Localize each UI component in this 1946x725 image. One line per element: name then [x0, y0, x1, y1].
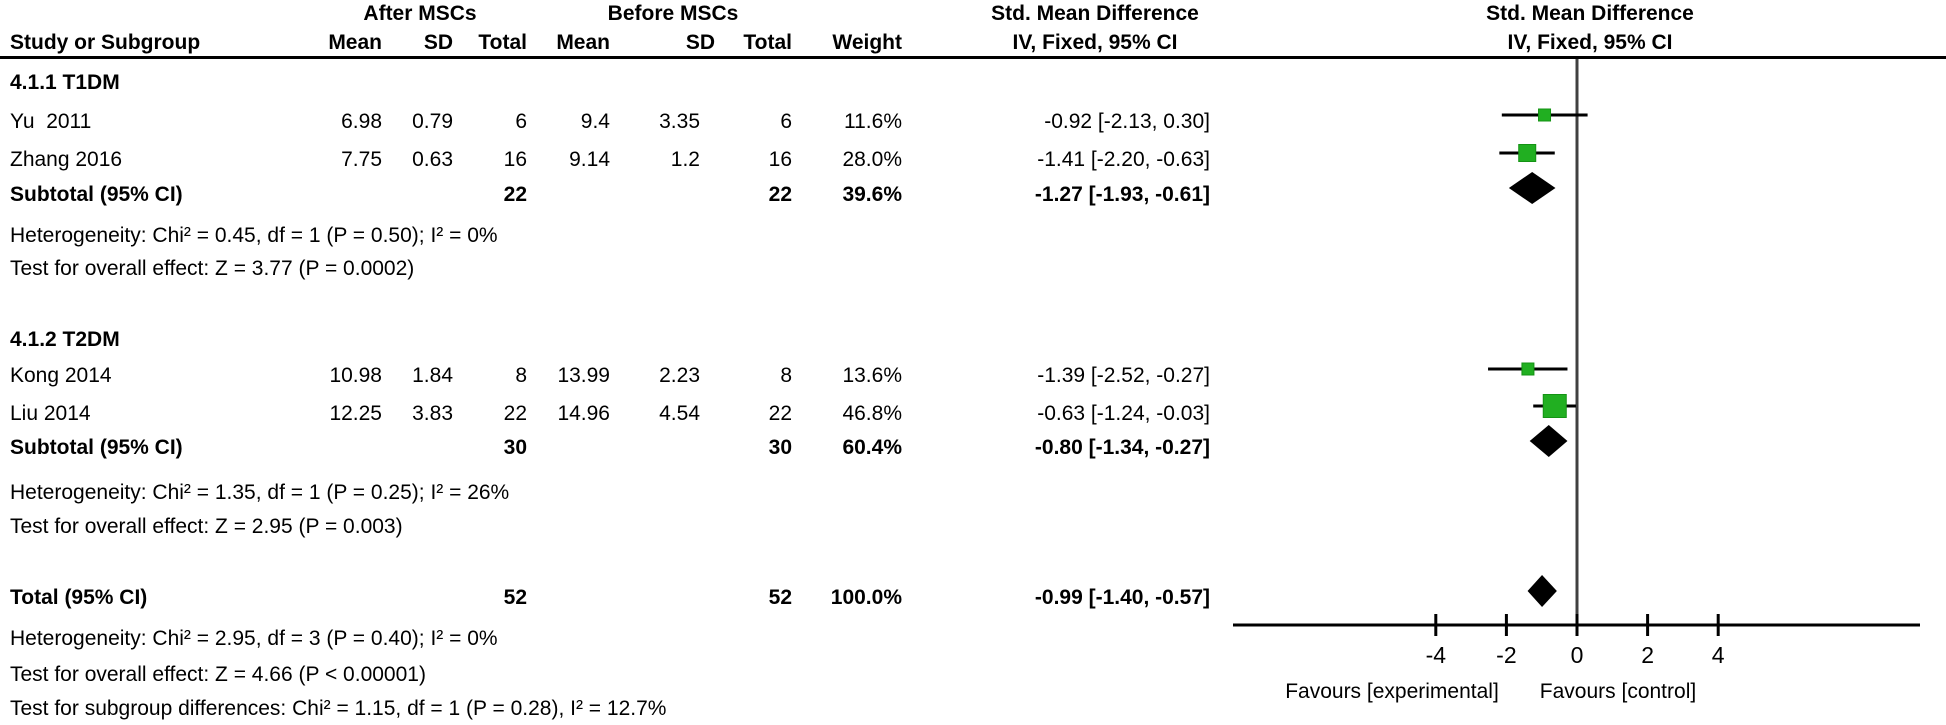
total-after: 22 [503, 183, 527, 206]
col-header-sd1: SD [423, 31, 453, 54]
total-before: 6 [780, 110, 792, 133]
mean-before: 14.96 [557, 402, 610, 425]
total-before: 30 [768, 436, 792, 459]
weight-value: 60.4% [842, 436, 902, 459]
mean-before: 9.14 [569, 148, 610, 171]
subtotal-label: Subtotal (95% CI) [10, 436, 183, 459]
axis-tick-label: 4 [1712, 642, 1725, 668]
overall-effect-note: Test for overall effect: Z = 4.66 (P < 0… [10, 663, 426, 686]
col-header-total1: Total [478, 31, 527, 54]
col-header-ci-text: IV, Fixed, 95% CI [1012, 31, 1178, 54]
ci-value: -0.63 [-1.24, -0.03] [1037, 402, 1210, 425]
mean-after: 12.25 [329, 402, 382, 425]
total-after: 8 [515, 364, 527, 387]
total-after: 22 [503, 402, 527, 425]
total-before: 8 [780, 364, 792, 387]
sd-after: 1.84 [412, 364, 453, 387]
sd-before: 4.54 [659, 402, 700, 425]
ci-value: -0.80 [-1.34, -0.27] [1034, 436, 1210, 459]
pooled-diamond [1508, 172, 1556, 204]
header-divider-line [0, 56, 1946, 59]
col-header-weight: Weight [832, 31, 902, 54]
study-label: Yu 2011 [10, 110, 92, 133]
total-label: Total (95% CI) [10, 586, 148, 609]
ci-value: -0.92 [-2.13, 0.30] [1044, 110, 1210, 133]
mean-after: 6.98 [341, 110, 382, 133]
total-before: 16 [768, 148, 792, 171]
overall-effect-note: Test for overall effect: Z = 3.77 (P = 0… [10, 257, 415, 280]
study-marker-square [1521, 362, 1535, 376]
axis-tick-label: -2 [1496, 642, 1516, 668]
col-header-mean1: Mean [328, 31, 382, 54]
total-before: 22 [768, 183, 792, 206]
pooled-diamond [1529, 425, 1568, 457]
col-header-study: Study or Subgroup [10, 31, 201, 54]
heterogeneity-note: Heterogeneity: Chi² = 2.95, df = 3 (P = … [10, 627, 498, 650]
heterogeneity-note: Heterogeneity: Chi² = 1.35, df = 1 (P = … [10, 481, 510, 504]
ci-value: -0.99 [-1.40, -0.57] [1034, 586, 1210, 609]
mean-before: 9.4 [580, 110, 610, 133]
sd-before: 2.23 [659, 364, 700, 387]
axis-tick-label: -4 [1426, 642, 1447, 668]
total-before: 52 [768, 586, 792, 609]
favours-left-label: Favours [experimental] [1285, 680, 1499, 703]
study-label: Liu 2014 [10, 402, 91, 425]
study-marker-square [1518, 144, 1537, 162]
weight-value: 13.6% [842, 364, 902, 387]
study-marker-square [1542, 394, 1567, 418]
subgroup-label-t1dm: 4.1.1 T1DM [10, 71, 120, 94]
mean-after: 10.98 [329, 364, 382, 387]
sd-after: 0.79 [412, 110, 453, 133]
overall-effect-note: Test for overall effect: Z = 2.95 (P = 0… [10, 515, 403, 538]
weight-value: 11.6% [844, 110, 902, 133]
total-after: 52 [503, 586, 527, 609]
sd-after: 3.83 [412, 402, 453, 425]
favours-right-label: Favours [control] [1540, 680, 1696, 703]
mean-after: 7.75 [341, 148, 382, 171]
ci-value: -1.41 [-2.20, -0.63] [1037, 148, 1210, 171]
col-header-ci-plot: IV, Fixed, 95% CI [1507, 31, 1673, 54]
weight-value: 28.0% [842, 148, 902, 171]
col-header-mean2: Mean [556, 31, 610, 54]
study-label: Kong 2014 [10, 364, 112, 387]
sd-before: 1.2 [670, 148, 700, 171]
weight-value: 100.0% [830, 586, 902, 609]
ci-value: -1.27 [-1.93, -0.61] [1034, 183, 1210, 206]
heterogeneity-note: Heterogeneity: Chi² = 0.45, df = 1 (P = … [10, 224, 498, 247]
study-label: Zhang 2016 [10, 148, 123, 171]
axis-tick-label: 2 [1641, 642, 1654, 668]
weight-value: 46.8% [842, 402, 902, 425]
mean-before: 13.99 [557, 364, 610, 387]
axis-tick-label: 0 [1571, 642, 1584, 668]
weight-value: 39.6% [842, 183, 902, 206]
col-header-total2: Total [743, 31, 792, 54]
study-marker-square [1538, 108, 1552, 122]
group-header-before: Before MSCs [607, 2, 739, 25]
subtotal-label: Subtotal (95% CI) [10, 183, 183, 206]
group-header-after: After MSCs [363, 2, 477, 25]
group-header-smd-plot: Std. Mean Difference [1486, 2, 1694, 25]
sd-after: 0.63 [412, 148, 453, 171]
pooled-diamond [1527, 575, 1557, 607]
subgroup-label-t2dm: 4.1.2 T2DM [10, 328, 120, 351]
col-header-sd2: SD [685, 31, 715, 54]
subgroup-difference-note: Test for subgroup differences: Chi² = 1.… [10, 697, 667, 720]
total-before: 22 [768, 402, 792, 425]
sd-before: 3.35 [659, 110, 700, 133]
total-after: 16 [503, 148, 527, 171]
total-after: 6 [515, 110, 527, 133]
total-after: 30 [503, 436, 527, 459]
group-header-smd-text: Std. Mean Difference [991, 2, 1199, 25]
ci-value: -1.39 [-2.52, -0.27] [1037, 364, 1210, 387]
